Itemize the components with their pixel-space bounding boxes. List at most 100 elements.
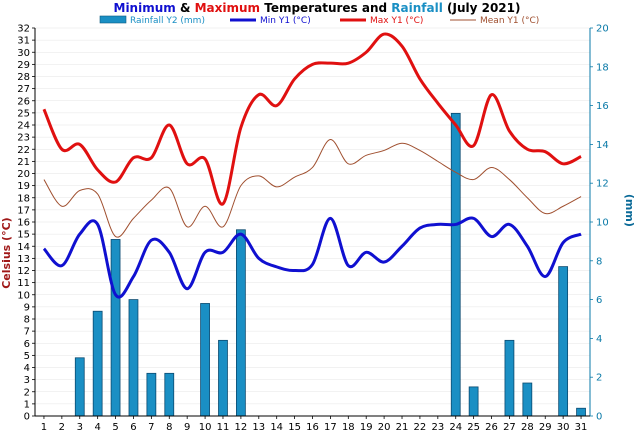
gridlines [35, 27, 590, 417]
x-tick-label: 30 [557, 422, 570, 433]
title-part: Rainfall [391, 1, 443, 15]
left-tick-label: 31 [17, 36, 30, 47]
right-tick-label: 18 [596, 62, 609, 73]
right-tick-label: 20 [596, 24, 609, 35]
left-tick-label: 26 [17, 96, 30, 107]
legend-label: Max Y1 (°C) [370, 16, 423, 26]
x-tick-label: 14 [270, 422, 283, 433]
right-axis-ticks: 0 2 4 6 8 10 12 14 16 18 20 [590, 24, 609, 423]
rainfall-bar [522, 382, 533, 417]
x-tick-label: 23 [431, 422, 444, 433]
rainfall-bar [92, 310, 103, 417]
right-tick-label: 16 [596, 101, 609, 112]
left-tick-label: 3 [24, 375, 30, 386]
y-axis-label-left: Celsius (°C) [0, 217, 13, 288]
rainfall-bar [146, 372, 157, 417]
y-axis-label-right: (mm) [623, 194, 635, 227]
left-tick-label: 15 [17, 230, 30, 241]
title-part: Maximum [195, 1, 260, 15]
rainfall-bar [164, 372, 175, 417]
left-tick-label: 14 [17, 242, 30, 253]
x-tick-label: 21 [396, 422, 409, 433]
title-part: (July 2021) [443, 1, 521, 15]
left-tick-label: 27 [17, 84, 30, 95]
x-tick-label: 24 [449, 422, 462, 433]
title-part: Minimum [114, 1, 176, 15]
left-tick-label: 20 [17, 169, 30, 180]
left-tick-label: 21 [17, 157, 30, 168]
right-tick-label: 8 [596, 256, 602, 267]
x-tick-label: 27 [503, 422, 516, 433]
left-tick-label: 11 [17, 278, 30, 289]
legend-label: Mean Y1 (°C) [480, 16, 539, 26]
x-tick-label: 6 [130, 422, 136, 433]
x-tick-label: 5 [112, 422, 118, 433]
left-tick-label: 10 [17, 290, 30, 301]
rainfall-bar [504, 339, 515, 417]
left-tick-label: 5 [24, 351, 30, 362]
x-tick-label: 4 [94, 422, 100, 433]
right-tick-label: 10 [596, 218, 609, 229]
left-tick-label: 1 [24, 399, 30, 410]
rainfall-bar [74, 357, 85, 417]
temperature-lines [42, 32, 582, 299]
x-tick-label: 22 [414, 422, 427, 433]
left-tick-label: 0 [24, 412, 30, 423]
x-tick-label: 13 [252, 422, 265, 433]
right-tick-label: 2 [596, 373, 602, 384]
min-temp-line [42, 216, 582, 299]
x-tick-label: 28 [521, 422, 534, 433]
x-tick-label: 10 [199, 422, 212, 433]
left-tick-label: 7 [24, 327, 30, 338]
left-tick-label: 30 [17, 48, 30, 59]
x-tick-label: 17 [324, 422, 337, 433]
legend: Rainfall Y2 (mm) Min Y1 (°C) Max Y1 (°C) Me… [99, 15, 539, 26]
left-tick-label: 2 [24, 387, 30, 398]
rainfall-bar [128, 299, 139, 417]
left-tick-label: 8 [24, 315, 30, 326]
x-tick-label: 16 [306, 422, 319, 433]
left-tick-label: 22 [17, 145, 30, 156]
chart-title: Minimum & Maximum Temperatures and Rainf… [114, 1, 521, 15]
legend-swatch [99, 15, 127, 24]
x-tick-label: 29 [539, 422, 552, 433]
rainfall-bar [236, 229, 246, 417]
left-tick-label: 29 [17, 60, 30, 71]
x-tick-label: 25 [467, 422, 480, 433]
left-tick-label: 23 [17, 133, 30, 144]
rainfall-bars [74, 112, 586, 417]
left-tick-label: 28 [17, 72, 30, 83]
rainfall-bar [218, 339, 228, 417]
left-tick-label: 24 [17, 121, 30, 132]
left-tick-label: 25 [17, 108, 30, 119]
x-tick-label: 19 [360, 422, 373, 433]
x-tick-label: 7 [148, 422, 154, 433]
right-tick-label: 6 [596, 295, 602, 306]
left-tick-label: 18 [17, 193, 30, 204]
x-tick-label: 20 [378, 422, 391, 433]
left-tick-label: 16 [17, 218, 30, 229]
rainfall-bar [450, 112, 461, 417]
x-tick-label: 31 [575, 422, 588, 433]
left-axis-ticks: 0123456789101112131415161718192021222324… [17, 24, 35, 423]
x-tick-label: 12 [235, 422, 248, 433]
x-tick-label: 3 [77, 422, 83, 433]
rainfall-bar [558, 266, 569, 417]
title-part: Temperatures and [260, 1, 391, 15]
chart-title-text: Minimum & Maximum Temperatures and Rainf… [114, 1, 521, 15]
x-tick-label: 2 [59, 422, 65, 433]
rainfall-bar [576, 407, 586, 417]
max-temp-line [42, 32, 582, 206]
x-axis-ticks: 1 2 3 4 5 6 7 8 9 10 11 12 13 14 15 16 17 18 19 20 21 22 23 24 2… [41, 416, 588, 433]
left-tick-label: 9 [24, 302, 30, 313]
x-tick-label: 1 [41, 422, 47, 433]
x-tick-label: 8 [166, 422, 172, 433]
legend-label: Rainfall Y2 (mm) [130, 16, 205, 26]
right-tick-label: 0 [596, 412, 602, 423]
left-tick-label: 12 [17, 266, 30, 277]
left-tick-label: 32 [17, 24, 30, 35]
left-tick-label: 19 [17, 181, 30, 192]
left-tick-label: 4 [24, 363, 30, 374]
rainfall-bar [468, 386, 479, 417]
